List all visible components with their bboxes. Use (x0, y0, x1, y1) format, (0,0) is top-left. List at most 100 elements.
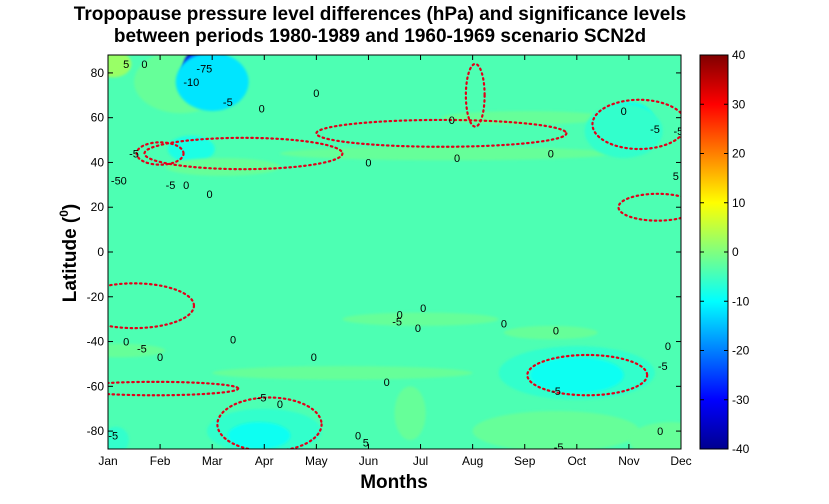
contour-label: 0 (553, 325, 559, 337)
significance-contour (591, 98, 681, 151)
colorbar: 40 30 20 10 0 -10 -20 -30 -40 (699, 48, 750, 456)
significance-contour (108, 380, 240, 397)
y-axis-title: Latitude (0) (57, 204, 81, 303)
colorbar-tick-label: -40 (732, 442, 750, 456)
significance-contour (135, 141, 185, 166)
heatmap-region (279, 146, 614, 161)
contour-label: -5 (111, 175, 121, 187)
contour-label: 0 (384, 377, 390, 389)
contour-label: -5 (392, 316, 402, 328)
contour-label: 0 (657, 426, 663, 438)
significance-contour (143, 136, 344, 171)
contour-label: 0 (313, 88, 319, 100)
heatmap-region (175, 55, 249, 111)
contour-label: 0 (420, 303, 426, 315)
colorbar-tick-label: 20 (732, 147, 746, 161)
contour-label: 0 (259, 104, 265, 116)
colorbar-tick-label: 30 (732, 97, 746, 111)
y-axis-ticks: 80 60 40 20 0 -20 -40 -60 -80 (87, 66, 681, 438)
y-tick-label: 20 (91, 200, 105, 214)
heatmap-region (503, 325, 598, 340)
x-tick-label: Sep (514, 454, 536, 468)
heatmap-region (394, 386, 426, 441)
colorbar-tick-label: -20 (732, 344, 750, 358)
x-tick-label: Jan (98, 454, 117, 468)
heatmap-region (212, 366, 473, 380)
contour-label: -5 (108, 431, 118, 443)
significance-contour (464, 62, 486, 128)
contour-label: -5 (554, 442, 564, 454)
heatmap-region (441, 110, 609, 125)
heatmap-region (342, 312, 499, 326)
contour-label: -10 (183, 77, 199, 89)
x-tick-label: Feb (150, 454, 171, 468)
contour-label: 0 (230, 334, 236, 346)
x-tick-label: Oct (567, 454, 586, 468)
chart-title-line-1: Tropopause pressure level differences (h… (74, 4, 686, 25)
contour-label: 5 (673, 171, 679, 183)
x-tick-label: Nov (618, 454, 639, 468)
contour-label: 0 (365, 157, 371, 169)
x-tick-label: Dec (670, 454, 691, 468)
contour-label: 0 (311, 352, 317, 364)
y-axis-title-end: ) (60, 204, 81, 210)
y-tick-label: -60 (87, 379, 105, 393)
contour-label: -5 (674, 126, 684, 138)
contour-label: 0 (501, 319, 507, 331)
colorbar-tick-label: -10 (732, 294, 750, 308)
heatmap-region (108, 55, 132, 78)
x-axis-title: Months (360, 472, 428, 493)
heatmap-region (108, 343, 166, 358)
contour-label: -5 (658, 361, 668, 373)
colorbar-tick-label: 40 (732, 48, 746, 62)
y-axis-title-sup: 0 (57, 210, 71, 217)
contour-label: 0 (183, 180, 189, 192)
heatmap-region (167, 135, 215, 163)
contour-label: -5 (223, 97, 233, 109)
colorbar-tick-label: -30 (732, 393, 750, 407)
contour-label: 0 (665, 341, 671, 353)
heatmap-regions (108, 55, 681, 449)
chart-title-line-2: between periods 1980-1989 and 1960-1969 … (114, 26, 646, 47)
y-tick-label: 0 (97, 245, 104, 259)
colorbar-gradient (699, 54, 729, 450)
y-axis-title-main: Latitude ( (60, 216, 81, 302)
contour-label: 0 (548, 149, 554, 161)
heatmap-region (165, 157, 280, 176)
contour-label: 5 (363, 437, 369, 449)
contour-label: -5 (650, 124, 660, 136)
x-tick-label: Mar (202, 454, 223, 468)
heatmap-region (472, 410, 640, 449)
x-tick-label: Jun (359, 454, 378, 468)
contour-label: 0 (454, 153, 460, 165)
significance-contours (108, 62, 681, 449)
contour-label: 0 (277, 399, 283, 411)
contour-label: 0 (157, 352, 163, 364)
contour-label: 0 (621, 106, 627, 118)
contour-label: -5 (129, 149, 139, 161)
colorbar-tick-label: 0 (732, 245, 739, 259)
contour-label: 0 (355, 431, 361, 443)
y-tick-label: 80 (91, 66, 105, 80)
heatmap-region (584, 104, 663, 158)
heatmap-region (108, 426, 129, 449)
contour-label: -5 (137, 343, 147, 355)
contour-label: -5 (551, 386, 561, 398)
x-axis-ticks: Jan Feb Mar Apr May Jun Jul Aug Sep Oct Nov Dec (98, 55, 692, 468)
significance-contour (315, 118, 568, 148)
contour-label: -75 (196, 63, 212, 75)
contour-label: 5 (123, 59, 129, 71)
x-tick-label: Aug (462, 454, 483, 468)
contour-label: 0 (121, 175, 127, 187)
y-tick-label: -40 (87, 335, 105, 349)
significance-contour (526, 353, 649, 397)
colorbar-tick-label: 10 (732, 196, 746, 210)
contour-label: 0 (123, 337, 129, 349)
contour-label: 0 (397, 310, 403, 322)
contour-label: 0 (449, 115, 455, 127)
y-tick-label: 60 (91, 111, 105, 125)
heatmap-region (529, 357, 624, 394)
colorbar-ticks: 40 30 20 10 0 -10 -20 -30 -40 (700, 48, 750, 456)
